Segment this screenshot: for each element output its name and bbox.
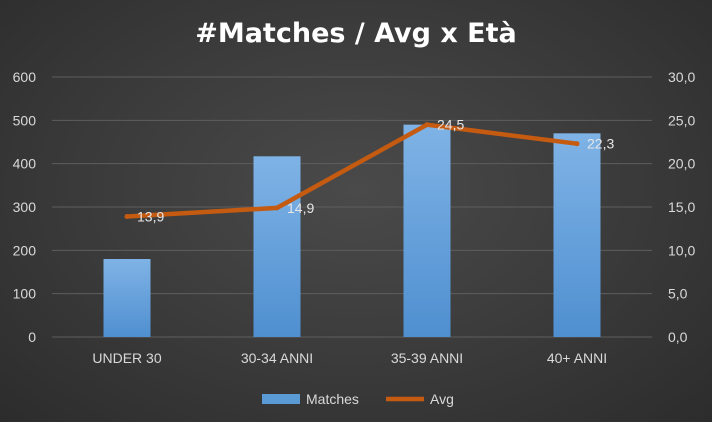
y-left-tick-label: 400	[13, 156, 37, 172]
avg-point	[574, 141, 580, 147]
y-left-tick-label: 600	[13, 69, 37, 85]
x-tick-label: 35-39 ANNI	[391, 350, 463, 366]
avg-point	[124, 214, 130, 220]
y-left-tick-label: 500	[13, 112, 37, 128]
avg-data-label: 24,5	[437, 117, 464, 133]
avg-line-layer	[124, 122, 580, 220]
y-right-tick-label: 0,0	[668, 329, 688, 345]
avg-point	[424, 122, 430, 128]
x-tick-label: 30-34 ANNI	[241, 350, 313, 366]
gridlines	[52, 76, 652, 338]
avg-data-label: 22,3	[587, 136, 614, 152]
x-tick-label: 40+ ANNI	[547, 350, 607, 366]
y-right-tick-label: 5,0	[668, 286, 688, 302]
legend-label-matches: Matches	[306, 391, 359, 407]
y-left-tick-label: 300	[13, 199, 37, 215]
x-tick-label: UNDER 30	[92, 350, 161, 366]
bars	[103, 124, 601, 338]
avg-line	[124, 122, 580, 219]
legend-label-avg: Avg	[430, 391, 454, 407]
y-right-tick-label: 10,0	[668, 242, 695, 258]
y-left-tick-label: 100	[13, 286, 37, 302]
bar	[403, 124, 451, 338]
avg-data-label: 13,9	[137, 209, 164, 225]
y-right-tick-label: 25,0	[668, 112, 695, 128]
data-labels: 13,9 14,9 24,5 22,3	[137, 117, 614, 225]
bar	[553, 133, 601, 337]
bar	[253, 156, 301, 337]
y-left-tick-label: 0	[28, 329, 36, 345]
chart-title: #Matches / Avg x Età	[195, 18, 517, 49]
y-right-tick-label: 30,0	[668, 69, 695, 85]
legend-swatch-matches	[262, 394, 300, 404]
avg-data-label: 14,9	[287, 200, 314, 216]
y-right-tick-label: 20,0	[668, 156, 695, 172]
avg-point	[274, 205, 280, 211]
y-right-tick-label: 15,0	[668, 199, 695, 215]
bar	[103, 259, 151, 337]
legend: Matches Avg	[262, 391, 454, 407]
axes: 0 100 200 300 400 500 600 0,0 5,0 10,0 15,0 20,0 25,…	[13, 69, 696, 366]
y-left-tick-label: 200	[13, 242, 37, 258]
